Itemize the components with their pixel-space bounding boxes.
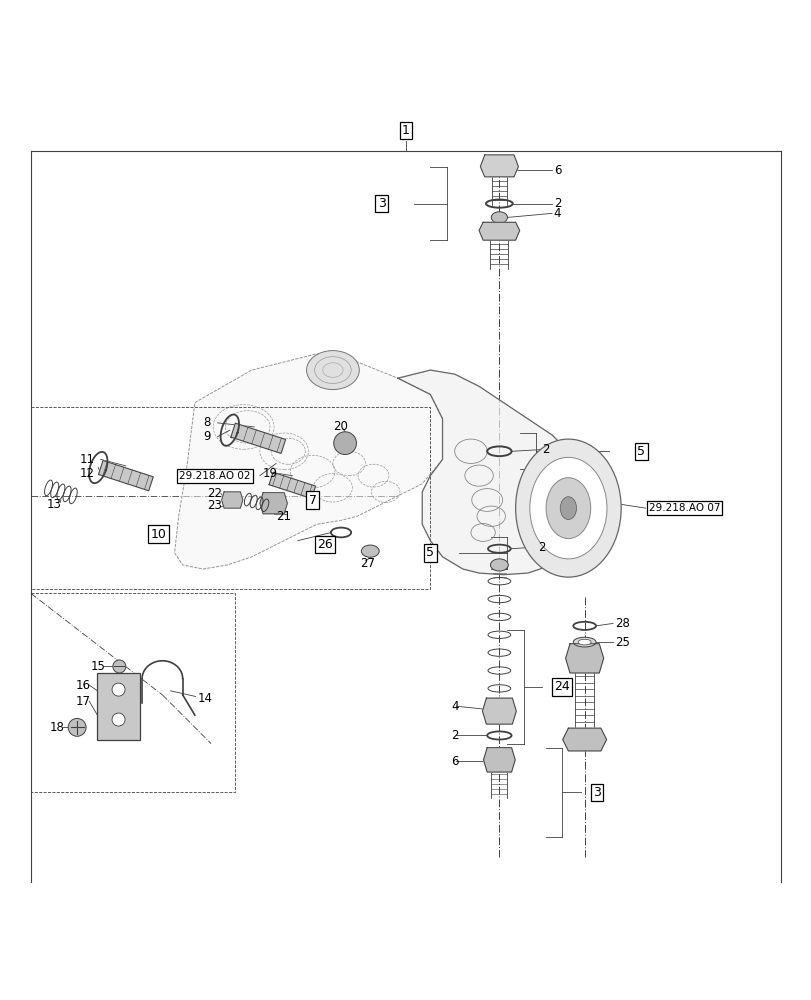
Text: 14: 14: [197, 692, 212, 705]
Circle shape: [333, 432, 356, 455]
Polygon shape: [174, 354, 442, 569]
Text: 6: 6: [451, 755, 458, 768]
Text: 9: 9: [203, 430, 210, 443]
Ellipse shape: [515, 439, 620, 577]
Text: 21: 21: [276, 510, 290, 523]
Text: 6: 6: [553, 164, 560, 177]
Text: 27: 27: [359, 557, 374, 570]
Polygon shape: [98, 461, 153, 491]
Text: 3: 3: [592, 786, 600, 799]
Polygon shape: [565, 644, 603, 673]
Text: 1: 1: [401, 124, 410, 137]
Text: 5: 5: [637, 445, 645, 458]
Polygon shape: [268, 472, 315, 498]
Ellipse shape: [529, 457, 606, 559]
Text: 24: 24: [553, 680, 569, 693]
Text: 17: 17: [76, 695, 91, 708]
Text: 5: 5: [426, 546, 434, 559]
Polygon shape: [221, 492, 242, 508]
Text: 20: 20: [333, 420, 347, 433]
Polygon shape: [230, 423, 285, 453]
Polygon shape: [483, 748, 514, 772]
Circle shape: [112, 713, 125, 726]
Polygon shape: [397, 370, 592, 575]
Text: 29.218.AO 07: 29.218.AO 07: [648, 503, 719, 513]
Text: 2: 2: [542, 443, 549, 456]
Text: 2: 2: [538, 541, 545, 554]
Polygon shape: [260, 493, 287, 514]
Text: 25: 25: [615, 636, 629, 649]
Text: 10: 10: [150, 528, 166, 541]
Text: 13: 13: [47, 498, 62, 511]
Ellipse shape: [306, 351, 358, 390]
Text: 2: 2: [553, 197, 560, 210]
Text: 19: 19: [262, 467, 277, 480]
Polygon shape: [480, 155, 517, 177]
Text: 4: 4: [553, 207, 560, 220]
Ellipse shape: [545, 478, 590, 539]
Text: 15: 15: [91, 660, 105, 673]
Text: 2: 2: [451, 729, 458, 742]
Text: 16: 16: [76, 679, 91, 692]
Circle shape: [113, 660, 126, 673]
Ellipse shape: [361, 545, 379, 557]
Text: 22: 22: [207, 487, 221, 500]
Text: 23: 23: [207, 499, 221, 512]
Ellipse shape: [577, 639, 590, 645]
Ellipse shape: [490, 559, 508, 571]
Text: 28: 28: [615, 617, 629, 630]
Circle shape: [112, 683, 125, 696]
Text: 4: 4: [451, 700, 458, 713]
Bar: [97, 673, 139, 740]
Polygon shape: [562, 728, 606, 751]
Text: 11: 11: [79, 453, 94, 466]
Text: 18: 18: [50, 721, 65, 734]
Ellipse shape: [491, 212, 507, 223]
Ellipse shape: [573, 637, 595, 647]
Text: 3: 3: [377, 197, 385, 210]
Text: 12: 12: [79, 467, 94, 480]
Text: 26: 26: [316, 538, 333, 551]
Polygon shape: [482, 698, 516, 724]
Text: 8: 8: [203, 416, 210, 429]
Text: 29.218.AO 02: 29.218.AO 02: [179, 471, 251, 481]
Circle shape: [68, 718, 86, 736]
Text: 7: 7: [308, 493, 316, 506]
Polygon shape: [478, 222, 519, 240]
Ellipse shape: [560, 497, 576, 519]
